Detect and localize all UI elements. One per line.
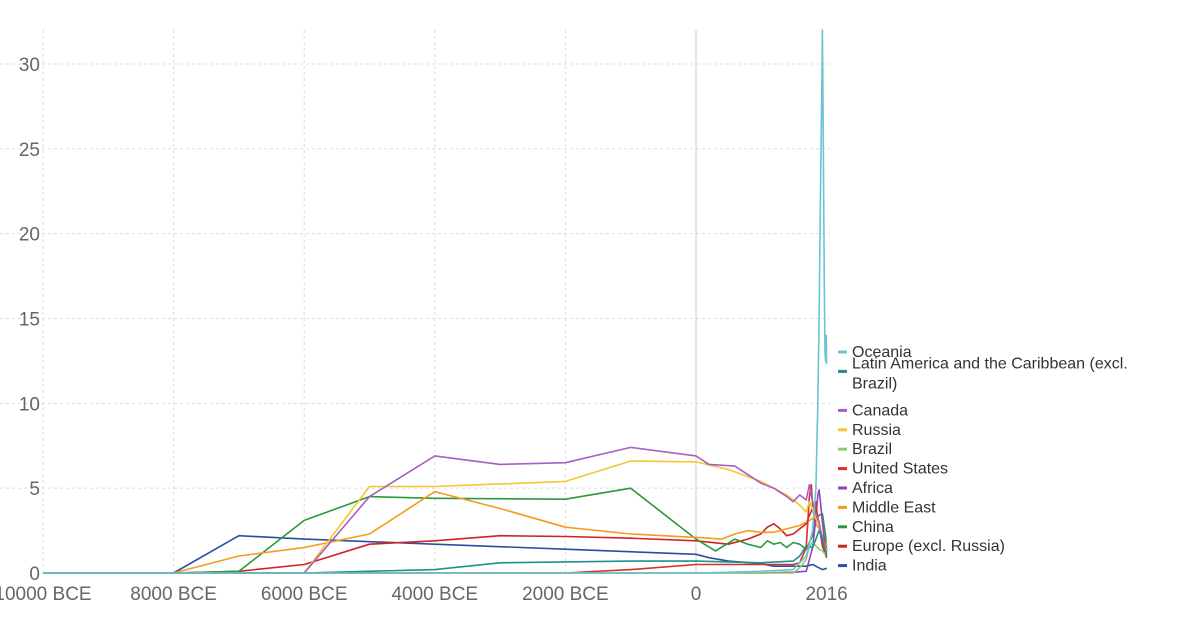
- x-axis-ticks: 10000 BCE 8000 BCE 6000 BCE 4000 BCE 2000 BC…: [0, 584, 848, 605]
- legend-label: Brazil): [852, 375, 897, 392]
- series-line: [43, 529, 828, 574]
- legend-label: Russia: [852, 422, 901, 439]
- y-tick-label: 5: [29, 479, 40, 500]
- chart-grid: [0, 30, 830, 573]
- legend-label: Africa: [852, 480, 893, 497]
- legend-label: China: [852, 519, 894, 536]
- y-axis-ticks: 0 5 10 15 20 25 30: [19, 55, 40, 585]
- legend-item[interactable]: Canada: [838, 402, 908, 419]
- legend-item[interactable]: Africa: [838, 480, 893, 497]
- x-tick-label: 4000 BCE: [391, 584, 478, 605]
- legend-label: Brazil: [852, 441, 892, 458]
- x-tick-label: 8000 BCE: [130, 584, 217, 605]
- series-line: [43, 507, 828, 574]
- series-line: [43, 446, 828, 574]
- y-tick-label: 15: [19, 309, 40, 330]
- series-line: [43, 29, 828, 574]
- series-line: [43, 490, 828, 574]
- series-line: [43, 541, 828, 574]
- x-tick-label: 6000 BCE: [261, 584, 348, 605]
- legend-item[interactable]: Middle East: [838, 499, 936, 516]
- legend-label: United States: [852, 461, 948, 478]
- legend-item[interactable]: India: [838, 558, 887, 575]
- legend-label: Europe (excl. Russia): [852, 538, 1005, 555]
- y-tick-label: 30: [19, 55, 40, 76]
- legend-item[interactable]: Russia: [838, 422, 901, 439]
- x-tick-label: 2016: [805, 584, 847, 605]
- y-tick-label: 25: [19, 140, 40, 161]
- legend-item[interactable]: Brazil: [838, 441, 892, 458]
- legend-item[interactable]: United States: [838, 461, 948, 478]
- x-tick-label: 10000 BCE: [0, 584, 92, 605]
- legend-item[interactable]: China: [838, 519, 894, 536]
- y-tick-label: 20: [19, 225, 40, 246]
- y-tick-label: 10: [19, 394, 40, 415]
- y-tick-label: 0: [29, 564, 40, 585]
- x-tick-label: 2000 BCE: [522, 584, 609, 605]
- x-tick-label: 0: [691, 584, 702, 605]
- legend-label: Middle East: [852, 499, 936, 516]
- legend-item[interactable]: Latin America and the Caribbean (excl. Br…: [838, 355, 1128, 392]
- legend-item[interactable]: Europe (excl. Russia): [838, 538, 1005, 555]
- series-lines: [43, 29, 828, 574]
- legend-item[interactable]: Oceania: [838, 344, 912, 361]
- legend-label: India: [852, 558, 887, 575]
- legend-label: Oceania: [852, 344, 912, 361]
- legend-label: Latin America and the Caribbean (excl.: [852, 355, 1128, 372]
- legend-label: Canada: [852, 402, 908, 419]
